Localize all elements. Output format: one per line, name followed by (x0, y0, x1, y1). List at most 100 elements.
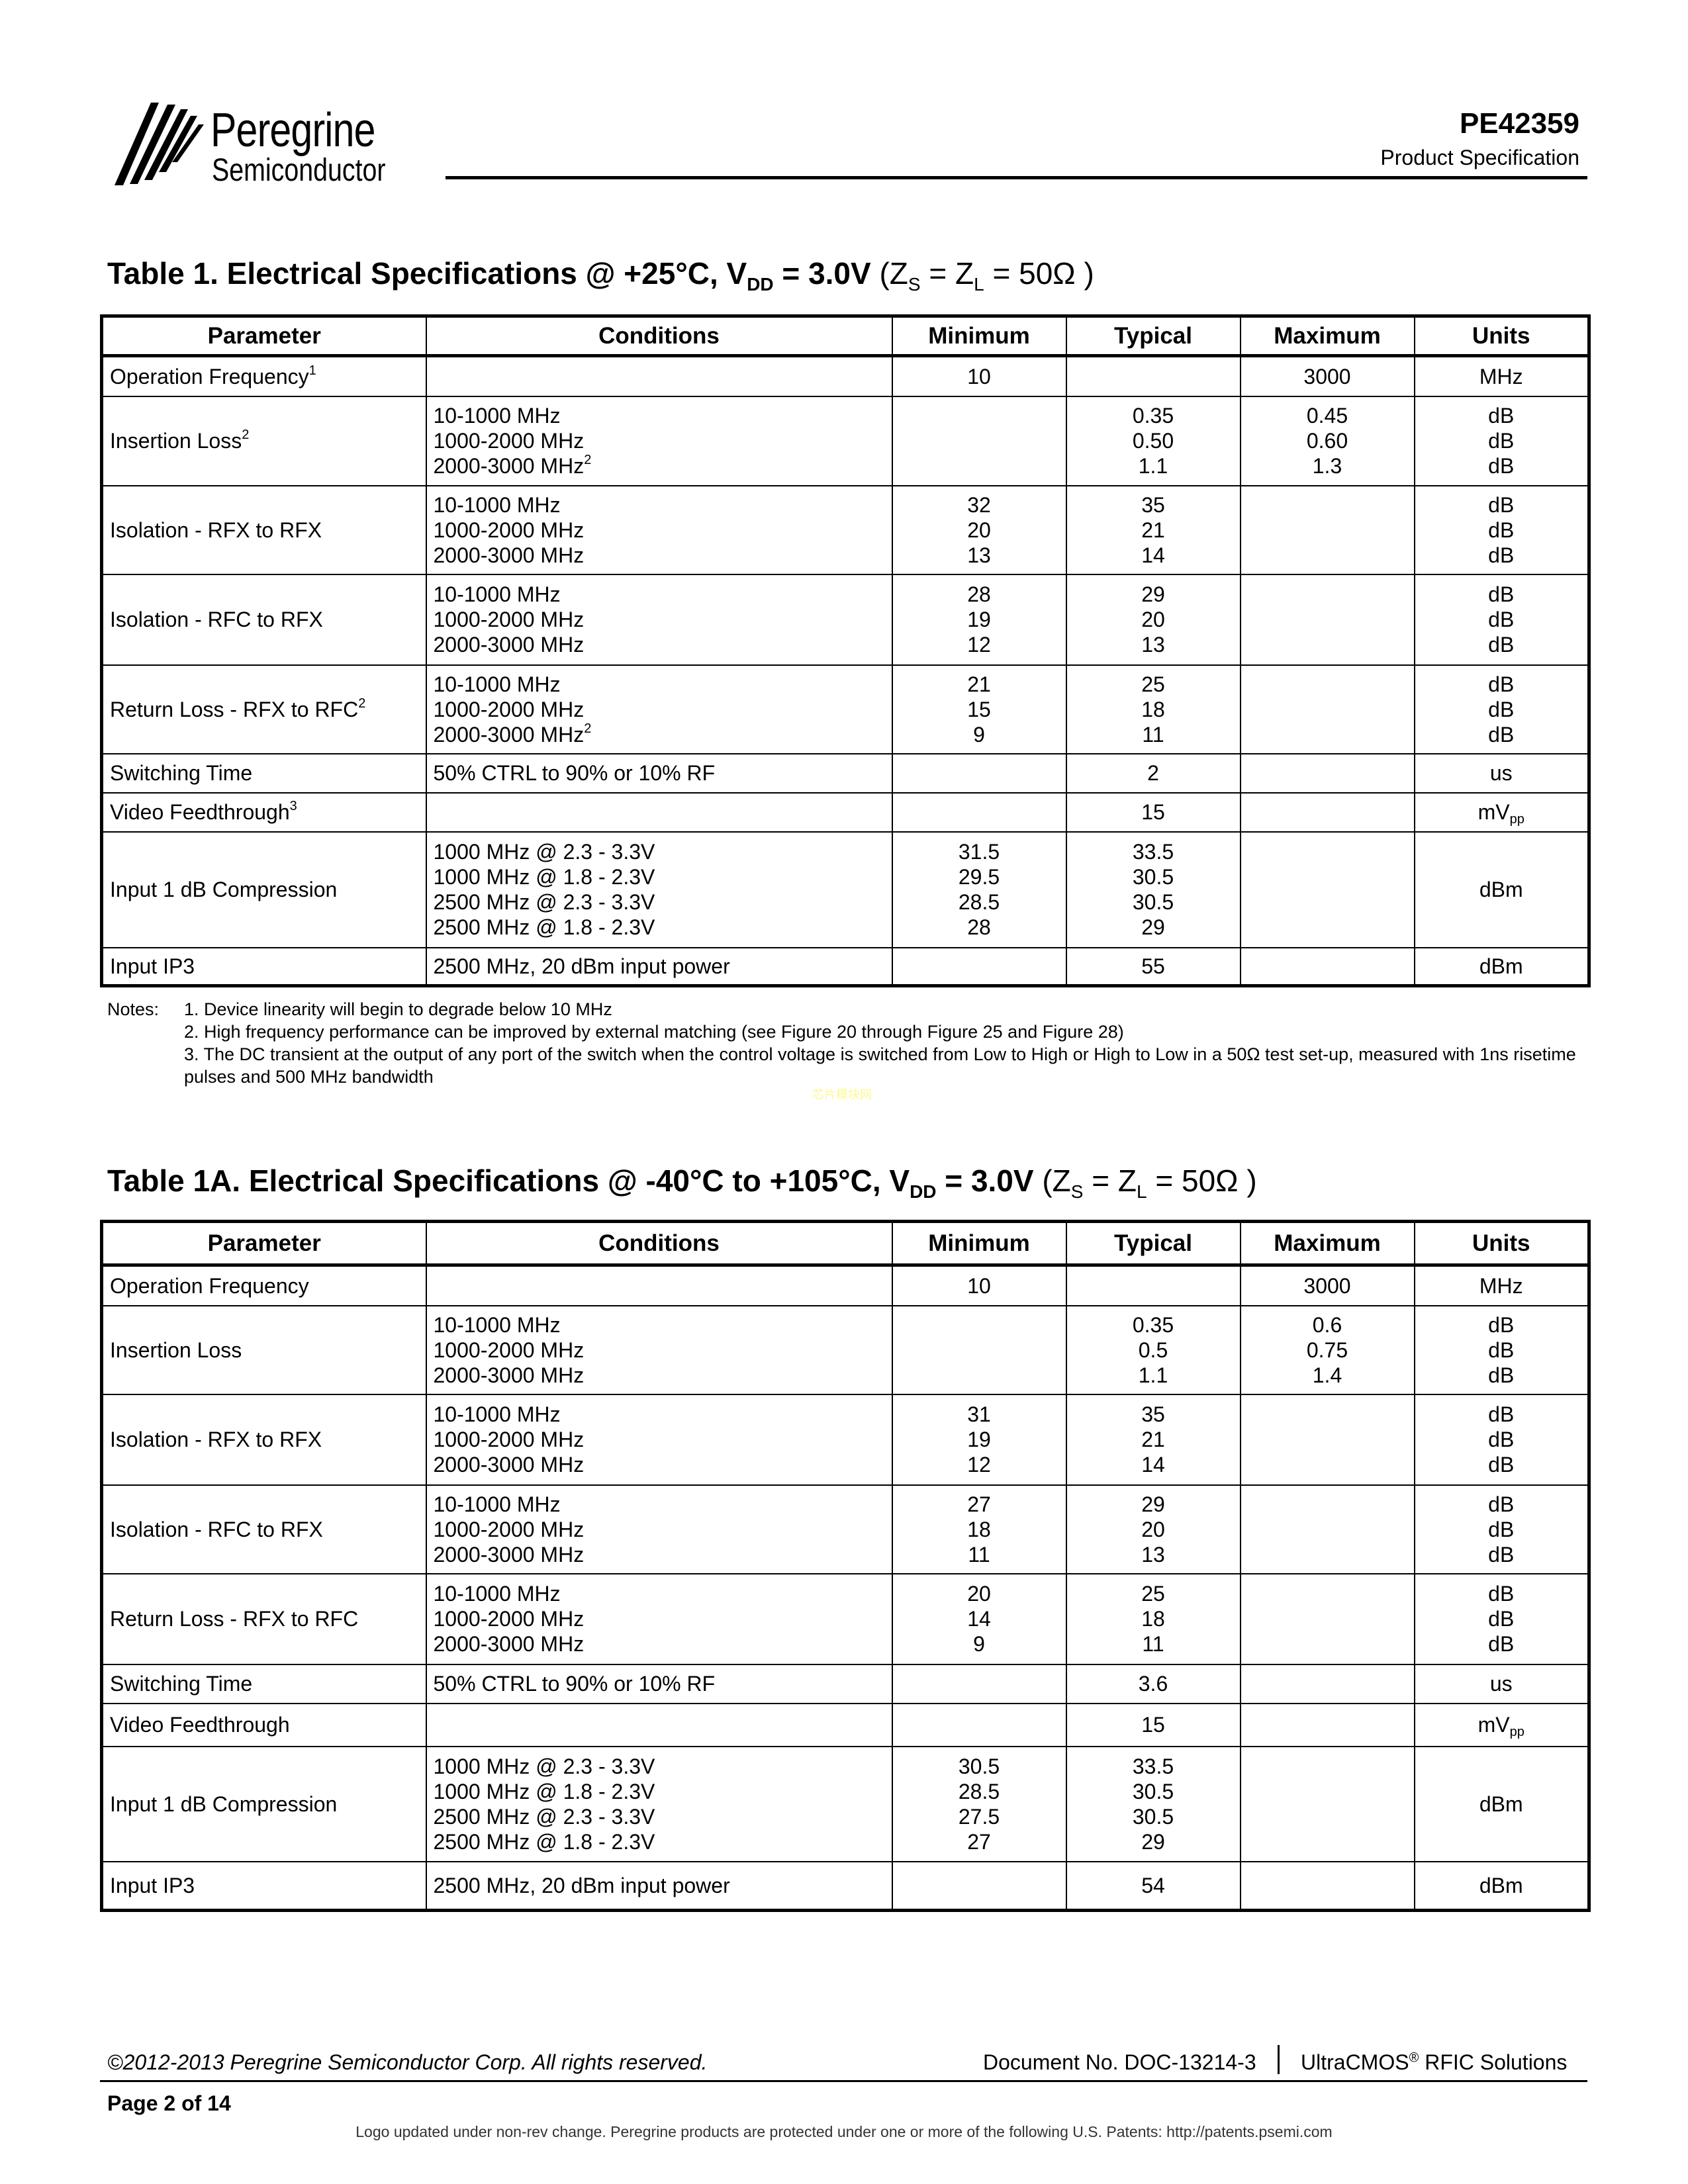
cell-typ: 55 (1065, 946, 1241, 987)
copyright: ©2012-2013 Peregrine Semiconductor Corp.… (107, 2050, 708, 2074)
cell-line: 0.35 (1132, 404, 1174, 428)
cell-line: 2000-3000 MHz2 (433, 453, 592, 478)
cell-line: 2500 MHz @ 2.3 - 3.3V (433, 890, 655, 914)
cell-param: Isolation - RFX to RFX (101, 484, 427, 575)
cell-param: Input 1 dB Compression (101, 831, 427, 948)
table-row: Return Loss - RFX to RFC2 10-1000 MHz 1000… (101, 664, 1590, 754)
cell-line: 29 (1141, 582, 1165, 606)
cell-line: 31 (967, 1402, 991, 1426)
cell-line: Input IP3 (110, 1873, 195, 1897)
table-row: Isolation - RFX to RFX 10-1000 MHz 1000-20… (101, 1393, 1590, 1486)
cell-line: 1000-2000 MHz (433, 697, 585, 721)
cell-line: 2000-3000 MHz (433, 633, 585, 657)
cell-line: dB (1488, 672, 1515, 696)
cell-line: 1000 MHz @ 1.8 - 2.3V (433, 865, 655, 889)
table-row: Input IP3 2500 MHz, 20 dBm input power 55 d… (101, 946, 1590, 987)
cell-units: dB dB dB (1413, 1393, 1590, 1486)
table-row: Operation Frequency1 10 3000 MHz (101, 355, 1590, 397)
cell-min: 31.5 29.5 28.5 28 (891, 831, 1067, 948)
cell-min (891, 792, 1067, 833)
footnote-ref: 2 (242, 428, 250, 442)
cell-line: 35 (1141, 1402, 1165, 1426)
cell-cond: 10-1000 MHz 1000-2000 MHz 2000-3000 MHz2 (425, 664, 893, 754)
cell-line: 12 (967, 1453, 991, 1477)
column-header: Units (1413, 1220, 1590, 1267)
cell-line: 20 (967, 1582, 991, 1606)
cell-typ: 0.35 0.50 1.1 (1065, 395, 1241, 486)
cell-line: 28.5 (958, 890, 1000, 914)
cell-cond: 50% CTRL to 90% or 10% RF (425, 752, 893, 794)
table-row: Operation Frequency 10 3000 MHz (101, 1264, 1590, 1306)
cell-typ: 15 (1065, 1702, 1241, 1747)
cell-min: 32 20 13 (891, 484, 1067, 575)
cell-typ: 29 20 13 (1065, 1484, 1241, 1574)
cell-line: 13 (1141, 1542, 1165, 1567)
column-header: Maximum (1239, 1220, 1415, 1267)
cell-line: 10-1000 MHz (433, 404, 561, 428)
cell-max: 0.6 0.75 1.4 (1239, 1304, 1415, 1395)
cell-line: 32 (967, 492, 991, 517)
footer-separator (1278, 2045, 1280, 2074)
note-3: 3. The DC transient at the output of any… (184, 1044, 1576, 1087)
cell-max (1239, 1702, 1415, 1747)
cell-max (1239, 831, 1415, 948)
cell-line: 50% CTRL to 90% or 10% RF (433, 761, 716, 785)
cell-line: 2500 MHz, 20 dBm input power (433, 1873, 730, 1897)
cell-line: 55 (1141, 954, 1165, 978)
cell-line: 21 (967, 672, 991, 696)
cell-cond: 10-1000 MHz 1000-2000 MHz 2000-3000 MHz (425, 1484, 893, 1574)
cell-line: Isolation - RFC to RFX (110, 608, 323, 631)
cell-line: Insertion Loss2 (110, 428, 250, 453)
cell-line: Operation Frequency (110, 1273, 309, 1298)
table-row: Return Loss - RFX to RFC 10-1000 MHz 1000-… (101, 1572, 1590, 1665)
cell-min: 31 19 12 (891, 1393, 1067, 1486)
cell-line: dB (1488, 1428, 1515, 1451)
notes-label: Notes: (107, 999, 160, 1019)
cell-line: 3000 (1303, 1273, 1351, 1298)
cell-line: Insertion Loss (110, 1338, 242, 1362)
cell-cond: 10-1000 MHz 1000-2000 MHz 2000-3000 MHz (425, 1393, 893, 1486)
cell-line: Video Feedthrough (110, 1713, 290, 1737)
cell-line: 10-1000 MHz (433, 1402, 561, 1426)
cell-line: 30.5 (1132, 890, 1174, 914)
cell-line: 1.1 (1138, 454, 1168, 478)
cell-line: 0.75 (1306, 1338, 1348, 1362)
cell-line: 0.45 (1306, 404, 1348, 428)
cell-line: 28 (967, 915, 991, 939)
cell-max (1239, 664, 1415, 754)
cell-units: us (1413, 752, 1590, 794)
table-header-row: Parameter Conditions Minimum Typical Maximum… (101, 1220, 1590, 1267)
cell-min (891, 752, 1067, 794)
cell-typ: 15 (1065, 792, 1241, 833)
cell-line: 2500 MHz @ 1.8 - 2.3V (433, 915, 655, 939)
cell-units: dBm (1413, 1745, 1590, 1862)
cell-param: Switching Time (101, 752, 427, 794)
cell-max (1239, 1484, 1415, 1574)
cell-max (1239, 573, 1415, 666)
cell-cond (425, 1264, 893, 1306)
cell-typ: 25 18 11 (1065, 1572, 1241, 1665)
cell-min: 20 14 9 (891, 1572, 1067, 1665)
cell-typ: 33.5 30.5 30.5 29 (1065, 1745, 1241, 1862)
cell-min: 21 15 9 (891, 664, 1067, 754)
cell-typ: 33.5 30.5 30.5 29 (1065, 831, 1241, 948)
cell-max (1239, 484, 1415, 575)
cell-max: 3000 (1239, 355, 1415, 397)
cell-cond (425, 355, 893, 397)
cell-min (891, 1304, 1067, 1395)
cell-line: 10-1000 MHz (433, 582, 561, 606)
cell-units: dBm (1413, 1860, 1590, 1911)
footnote-ref: 2 (584, 721, 592, 736)
cell-line: Switching Time (110, 761, 253, 785)
cell-cond: 1000 MHz @ 2.3 - 3.3V 1000 MHz @ 1.8 - 2.… (425, 1745, 893, 1862)
table-row: Video Feedthrough 15 mVpp (101, 1702, 1590, 1747)
cell-units: mVpp (1413, 1702, 1590, 1747)
cell-typ: 25 18 11 (1065, 664, 1241, 754)
cell-line: 27.5 (958, 1804, 1000, 1829)
cell-line: 13 (967, 543, 991, 567)
cell-line: 25 (1141, 672, 1165, 696)
column-header: Units (1413, 315, 1590, 357)
cell-line: 29 (1141, 915, 1165, 939)
cell-line: 54 (1141, 1873, 1165, 1897)
cell-line: 21 (1141, 518, 1165, 542)
